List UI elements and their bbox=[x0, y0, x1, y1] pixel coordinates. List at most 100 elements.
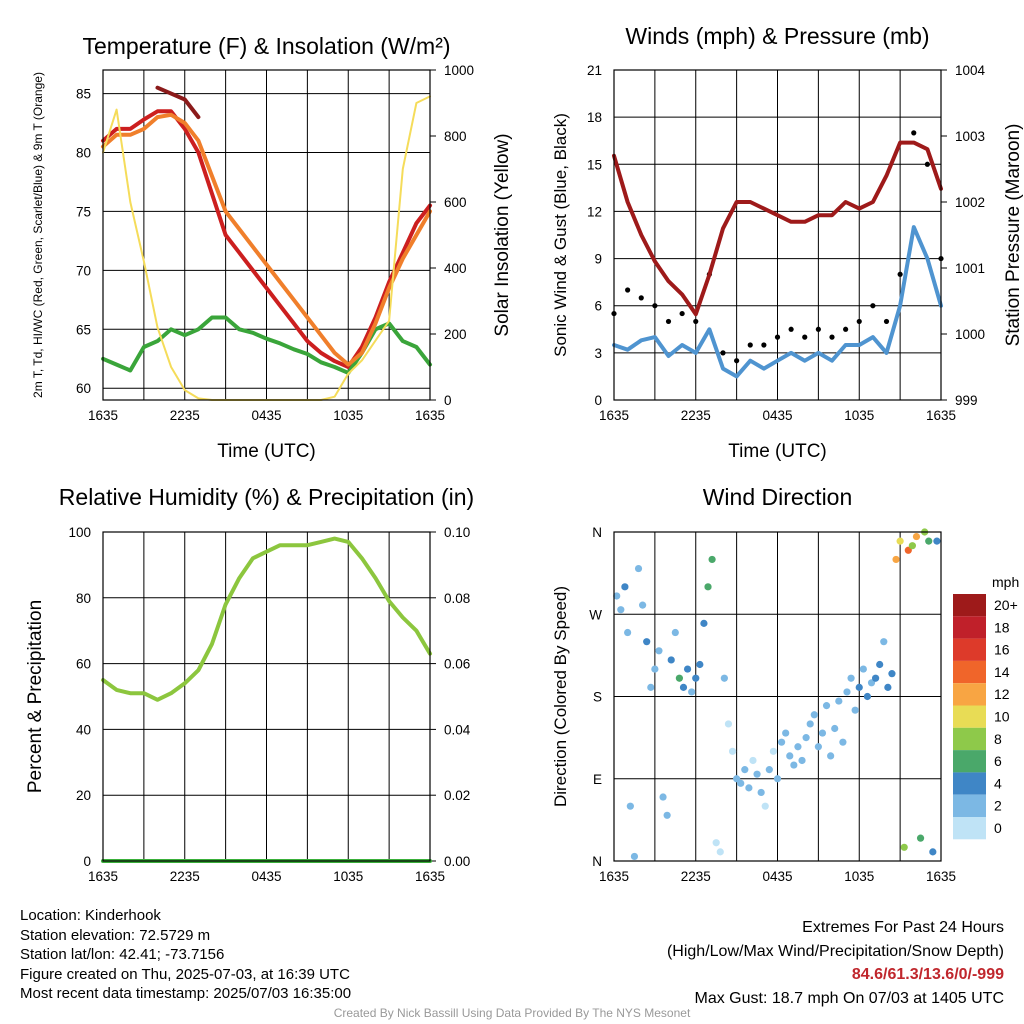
y-tick-label: 60 bbox=[76, 381, 91, 396]
y-axis-label: Percent & Precipitation bbox=[25, 600, 46, 793]
gust-point bbox=[665, 318, 672, 325]
x-tick-label: 1635 bbox=[599, 408, 629, 423]
colorbar-swatch bbox=[953, 794, 986, 817]
direction-point bbox=[647, 683, 655, 691]
y2-tick-label: 0.08 bbox=[444, 591, 470, 606]
direction-point bbox=[716, 848, 724, 856]
x-tick-label: 1035 bbox=[333, 869, 363, 884]
plot-frame bbox=[102, 69, 431, 401]
colorbar-swatch bbox=[953, 727, 986, 751]
chart-title: Wind Direction bbox=[703, 484, 853, 510]
direction-point bbox=[761, 802, 769, 810]
y-tick-label: 65 bbox=[76, 322, 91, 337]
gust-point bbox=[883, 318, 890, 325]
direction-point bbox=[663, 811, 671, 819]
x-tick-label: 1635 bbox=[415, 869, 445, 884]
y2-tick-label: 999 bbox=[955, 393, 978, 408]
direction-point bbox=[737, 779, 745, 787]
direction-point bbox=[908, 542, 916, 550]
y-tick-label: 100 bbox=[68, 525, 91, 540]
y-tick-label: 20 bbox=[76, 788, 91, 803]
colorbar-level-label: 18 bbox=[994, 619, 1010, 635]
direction-point bbox=[900, 843, 908, 851]
direction-point bbox=[769, 747, 778, 755]
direction-point bbox=[621, 583, 629, 591]
extremes-values: 84.6/61.3/13.6/0/-999 bbox=[851, 966, 1004, 983]
x-tick-label: 2235 bbox=[170, 408, 200, 423]
credit-text: Created By Nick Bassill Using Data Provi… bbox=[333, 1006, 691, 1020]
direction-point bbox=[688, 688, 696, 696]
direction-point bbox=[822, 702, 831, 710]
plot-frame bbox=[613, 69, 942, 401]
direction-point bbox=[810, 711, 818, 719]
gust-point bbox=[693, 318, 699, 325]
y-tick-label: 60 bbox=[76, 657, 91, 672]
x-axis-label: Time (UTC) bbox=[728, 441, 827, 462]
direction-point bbox=[753, 770, 761, 778]
direction-point bbox=[757, 788, 765, 797]
y-tick-label: W bbox=[589, 607, 602, 622]
direction-point bbox=[790, 761, 798, 769]
colorbar-level-label: 12 bbox=[994, 686, 1010, 702]
station-info: Location: Kinderhook Station elevation: … bbox=[20, 906, 351, 1004]
y-axis-label: 2m T, Td, HI/WC (Red, Green, Scarlet/Blu… bbox=[31, 72, 45, 398]
colorbar-swatch bbox=[953, 638, 986, 661]
colorbar-swatch bbox=[953, 660, 986, 684]
direction-point bbox=[794, 743, 802, 751]
direction-point bbox=[798, 756, 806, 765]
x-tick-label: 2235 bbox=[170, 869, 200, 884]
y-tick-label: 80 bbox=[76, 591, 91, 606]
y2-tick-label: 1000 bbox=[955, 327, 985, 342]
direction-point bbox=[925, 537, 933, 545]
direction-point bbox=[888, 670, 896, 678]
chart-panel-3: Relative Humidity (%) & Precipitation (i… bbox=[25, 484, 474, 884]
colorbar-level-label: 2 bbox=[994, 798, 1002, 814]
y-tick-label: 0 bbox=[594, 393, 602, 408]
y2-tick-label: 1004 bbox=[955, 63, 986, 78]
colorbar-swatch bbox=[953, 594, 986, 617]
gust-point bbox=[856, 318, 862, 325]
x-tick-label: 1635 bbox=[926, 408, 956, 423]
y2-axis-label: Solar Insolation (Yellow) bbox=[492, 133, 513, 336]
colorbar-level-label: 4 bbox=[994, 775, 1002, 791]
y2-tick-label: 0.00 bbox=[444, 854, 470, 869]
gust-point bbox=[911, 130, 917, 136]
x-tick-label: 1635 bbox=[599, 869, 629, 884]
y2-tick-label: 0.06 bbox=[444, 657, 470, 672]
y-tick-label: 80 bbox=[76, 146, 91, 161]
series-line-station-pressure bbox=[612, 140, 943, 317]
colorbar-level-label: 0 bbox=[994, 820, 1002, 836]
direction-point bbox=[671, 628, 679, 637]
y-tick-label: N bbox=[592, 854, 602, 869]
gust-point bbox=[652, 303, 658, 309]
gust-point bbox=[815, 326, 821, 332]
x-tick-label: 2235 bbox=[681, 408, 711, 423]
series-line-sonic-wind bbox=[612, 225, 943, 379]
colorbar-level-label: 20+ bbox=[994, 597, 1018, 613]
y-tick-label: 85 bbox=[76, 87, 91, 102]
y2-tick-label: 1000 bbox=[444, 63, 474, 78]
colorbar-swatch bbox=[953, 705, 986, 728]
direction-point bbox=[720, 674, 728, 682]
direction-point bbox=[912, 532, 921, 541]
direction-point bbox=[667, 656, 675, 664]
gust-point bbox=[870, 303, 876, 309]
extremes-info: Extremes For Past 24 Hours (High/Low/Max… bbox=[667, 916, 1004, 1010]
direction-point bbox=[700, 619, 708, 627]
y-tick-label: N bbox=[592, 525, 602, 540]
direction-point bbox=[782, 729, 790, 737]
x-tick-label: 0435 bbox=[762, 408, 792, 423]
gust-point bbox=[897, 271, 903, 277]
series-line-9m-t bbox=[101, 112, 432, 367]
direction-point bbox=[741, 766, 749, 774]
direction-point bbox=[765, 766, 773, 774]
series-line-2m-t bbox=[101, 109, 432, 369]
recent-data-text: Most recent data timestamp: 2025/07/03 1… bbox=[20, 985, 352, 1002]
direction-point bbox=[859, 665, 867, 673]
speed-colorbar: mph 20+ 18 16 14 12 10 8 6 4 2 0 bbox=[953, 574, 1019, 840]
colorbar-swatch bbox=[953, 750, 986, 773]
y2-tick-label: 400 bbox=[444, 261, 467, 276]
direction-point bbox=[679, 683, 688, 691]
y-tick-label: 18 bbox=[587, 110, 602, 125]
